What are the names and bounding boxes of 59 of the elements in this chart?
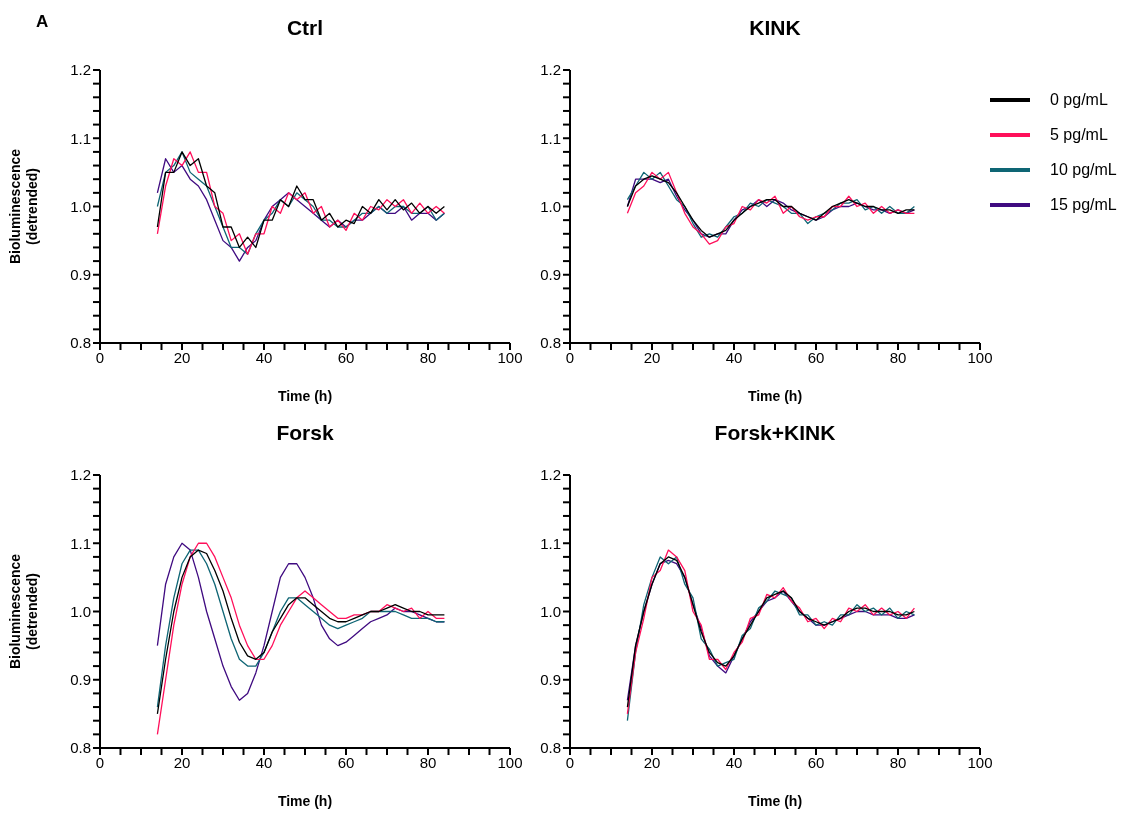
y-tick-label: 1.2 (540, 61, 561, 79)
chart-title: Forsk (275, 421, 335, 445)
x-axis-title: Time (h) (277, 388, 333, 404)
y-tick-label: 1.0 (70, 197, 91, 215)
y-tick-label: 1.2 (70, 466, 91, 484)
x-tick-label: 40 (725, 348, 743, 366)
x-tick-label: 60 (807, 753, 825, 771)
y-tick-label: 1.0 (540, 197, 561, 215)
chart-title: Ctrl (285, 16, 325, 40)
y-tick-label: 1.2 (70, 61, 91, 79)
text: A (36, 12, 49, 32)
x-tick-label: 0 (95, 753, 105, 771)
x-tick-label: 20 (643, 753, 661, 771)
legend-label: 5 pg/mL (1050, 125, 1108, 144)
y-tick-label: 1.1 (70, 129, 91, 147)
y-tick-label: 1.0 (540, 602, 561, 620)
legend-label: 0 pg/mL (1050, 90, 1108, 109)
legend-label: 15 pg/mL (1050, 195, 1117, 214)
y-tick-label: 1.1 (540, 129, 561, 147)
x-tick-label: 20 (173, 753, 191, 771)
x-tick-label: 60 (807, 348, 825, 366)
x-tick-label: 100 (967, 348, 993, 366)
y-tick-label: 0.8 (540, 739, 561, 757)
x-tick-label: 80 (419, 348, 437, 366)
x-tick-label: 60 (337, 753, 355, 771)
x-tick-label: 20 (643, 348, 661, 366)
x-tick-label: 80 (889, 348, 907, 366)
chart-title: KINK (748, 16, 802, 40)
x-tick-label: 20 (173, 348, 191, 366)
x-axis-title: Time (h) (747, 793, 803, 809)
x-tick-label: 100 (967, 753, 993, 771)
x-tick-label: 60 (337, 348, 355, 366)
x-tick-label: 0 (565, 753, 575, 771)
x-axis-title: Time (h) (747, 388, 803, 404)
y-tick-label: 1.2 (540, 466, 561, 484)
y-tick-label: 0.8 (70, 334, 91, 352)
x-tick-label: 0 (95, 348, 105, 366)
y-tick-label: 0.9 (540, 266, 561, 284)
y-tick-label: 0.8 (70, 739, 91, 757)
chart-title: Forsk+KINK (713, 421, 837, 445)
y-tick-label: 0.9 (70, 266, 91, 284)
x-tick-label: 40 (255, 753, 273, 771)
x-tick-label: 40 (725, 753, 743, 771)
y-tick-label: 0.8 (540, 334, 561, 352)
x-tick-label: 100 (497, 348, 523, 366)
y-tick-label: 1.0 (70, 602, 91, 620)
y-tick-label: 1.1 (70, 534, 91, 552)
y-tick-label: 1.1 (540, 534, 561, 552)
x-tick-label: 0 (565, 348, 575, 366)
legend-label: 10 pg/mL (1050, 160, 1117, 179)
y-axis-title: Bioluminescence (detrended) (7, 148, 40, 265)
x-axis-title: Time (h) (277, 793, 333, 809)
x-tick-label: 80 (419, 753, 437, 771)
x-tick-label: 100 (497, 753, 523, 771)
x-tick-label: 40 (255, 348, 273, 366)
x-tick-label: 80 (889, 753, 907, 771)
y-tick-label: 0.9 (540, 671, 561, 689)
y-tick-label: 0.9 (70, 671, 91, 689)
y-axis-title: Bioluminescence (detrended) (7, 553, 40, 670)
